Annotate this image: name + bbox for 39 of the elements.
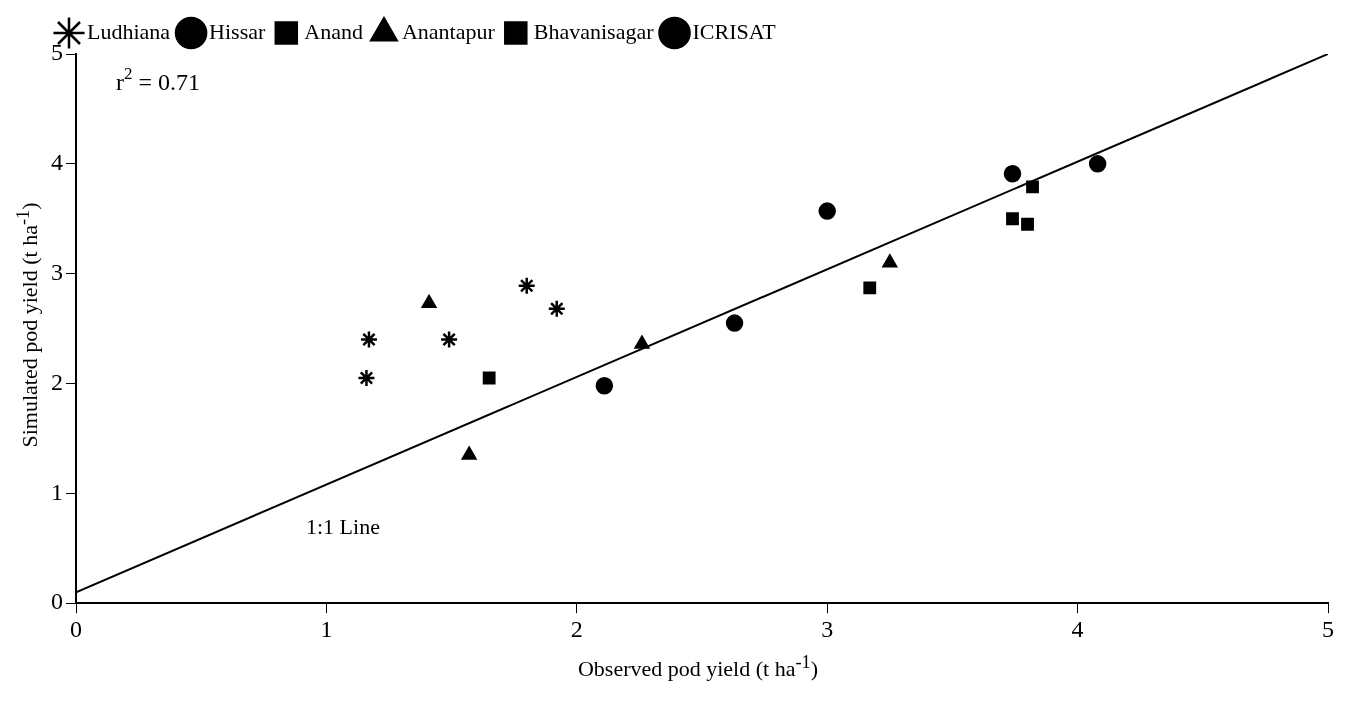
point bbox=[1003, 164, 1022, 183]
x-tick-label: 4 bbox=[1071, 615, 1084, 642]
point bbox=[882, 253, 898, 268]
legend-label: Ludhiana bbox=[87, 18, 171, 44]
x-tick-label: 2 bbox=[570, 615, 583, 642]
x-axis-title: Observed pod yield (t ha$^{-1}$) bbox=[576, 652, 820, 683]
point bbox=[357, 368, 376, 388]
y-tick-label: 1 bbox=[51, 478, 63, 505]
legend-label: Bhavanisagar bbox=[533, 18, 655, 44]
y-tick-label: 0 bbox=[51, 588, 63, 615]
point bbox=[547, 299, 567, 319]
annotation: 1:1 Line bbox=[306, 513, 380, 539]
x-tick-label: 0 bbox=[70, 615, 82, 642]
x-tick-label: 5 bbox=[1322, 615, 1334, 642]
point bbox=[482, 371, 496, 385]
point bbox=[1021, 217, 1034, 231]
point bbox=[1006, 212, 1019, 226]
y-tick-label: 4 bbox=[51, 149, 63, 176]
x-tick-label: 1 bbox=[320, 615, 333, 642]
y-tick-label: 2 bbox=[51, 368, 63, 395]
point bbox=[439, 330, 459, 349]
point bbox=[421, 294, 437, 309]
x-tick-label: 3 bbox=[821, 615, 834, 642]
point bbox=[634, 335, 650, 349]
point bbox=[517, 276, 536, 296]
point bbox=[863, 281, 877, 295]
point bbox=[359, 330, 379, 349]
point bbox=[1026, 180, 1039, 194]
y-tick-label: 5 bbox=[51, 39, 63, 66]
legend-label: Anantapur bbox=[401, 18, 496, 44]
y-tick-label: 3 bbox=[51, 258, 63, 285]
point bbox=[595, 376, 614, 395]
point bbox=[725, 314, 744, 332]
point bbox=[818, 202, 836, 220]
point bbox=[461, 446, 477, 460]
legend-label: ICRISAT bbox=[692, 18, 777, 44]
legend-label: Anand bbox=[304, 18, 363, 44]
point bbox=[1088, 155, 1107, 173]
legend-label: Hissar bbox=[209, 18, 266, 44]
